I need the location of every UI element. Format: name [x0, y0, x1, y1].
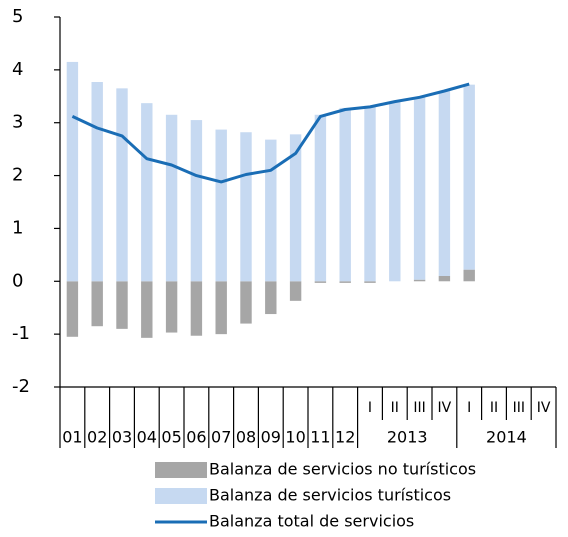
bar — [165, 114, 178, 282]
bar — [190, 281, 203, 336]
x-tick-label: II — [391, 400, 399, 416]
y-tick-label: -2 — [12, 376, 30, 397]
line — [71, 82, 470, 184]
x-tick-label: IV — [438, 400, 452, 416]
x-tick-label: 12 — [335, 428, 355, 447]
bar — [463, 84, 475, 270]
bar — [66, 61, 79, 282]
bar — [389, 101, 401, 282]
x-group-label: 2014 — [486, 428, 527, 447]
legend-label: Balanza de servicios turísticos — [209, 486, 451, 505]
bar — [141, 281, 153, 338]
x-tick-label: 01 — [62, 428, 82, 447]
bar — [339, 281, 351, 283]
x-tick-label: 11 — [310, 428, 330, 447]
x-tick-label: 05 — [161, 428, 181, 447]
y-tick-label: -1 — [12, 323, 30, 344]
x-tick-label: III — [513, 400, 525, 416]
bar — [314, 114, 327, 282]
bar — [91, 82, 103, 282]
bar — [413, 279, 426, 282]
y-tick-label: 0 — [12, 270, 23, 291]
x-tick-label: 06 — [186, 428, 206, 447]
bar — [116, 88, 128, 282]
bar — [413, 97, 426, 280]
legend-swatch — [155, 488, 207, 504]
legend-label: Balanza de servicios no turísticos — [209, 460, 476, 479]
bar — [289, 134, 302, 282]
bar — [463, 269, 475, 282]
bar — [314, 281, 327, 283]
x-tick-label: III — [413, 400, 425, 416]
y-tick-label: 5 — [12, 6, 23, 27]
bar — [190, 120, 203, 282]
bar — [289, 281, 302, 301]
x-tick-label: 09 — [261, 428, 281, 447]
x-tick-label: IV — [537, 400, 551, 416]
bar — [265, 139, 277, 282]
y-tick-label: 2 — [12, 165, 23, 186]
bar — [66, 281, 79, 337]
bar — [339, 107, 351, 282]
bar — [438, 276, 451, 282]
y-tick-label: 4 — [12, 59, 23, 80]
x-tick-label: 08 — [236, 428, 256, 447]
legend-swatch — [155, 462, 207, 478]
x-tick-label: 04 — [137, 428, 157, 447]
x-tick-label: 10 — [285, 428, 305, 447]
y-tick-label: 1 — [12, 217, 23, 238]
legend-label: Balanza total de servicios — [209, 512, 414, 531]
bar — [364, 281, 376, 283]
bar — [240, 132, 252, 282]
bar — [165, 281, 178, 333]
bar — [265, 281, 277, 315]
x-tick-label: II — [490, 400, 498, 416]
bar — [215, 129, 227, 282]
bar — [215, 281, 227, 335]
x-tick-label: I — [368, 400, 372, 416]
x-tick-label: 03 — [112, 428, 132, 447]
bar — [364, 105, 376, 282]
bar — [91, 281, 103, 327]
x-tick-label: 07 — [211, 428, 231, 447]
bar — [141, 103, 153, 282]
x-tick-label: 02 — [87, 428, 107, 447]
bar — [438, 91, 451, 276]
x-tick-label: I — [467, 400, 471, 416]
bar — [240, 281, 252, 324]
bar — [116, 281, 128, 329]
y-tick-label: 3 — [12, 112, 23, 133]
x-group-label: 2013 — [387, 428, 428, 447]
